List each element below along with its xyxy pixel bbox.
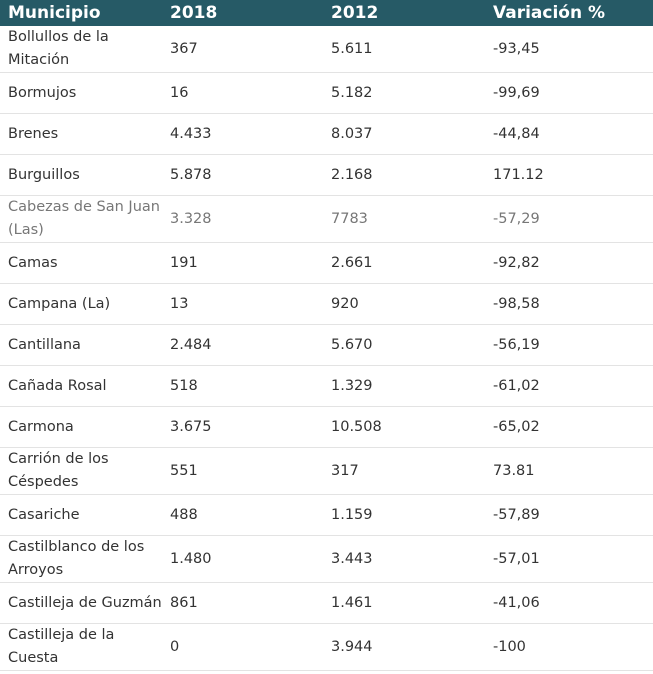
table-cell: 920 (323, 283, 485, 325)
table-cell: 1.329 (323, 365, 485, 407)
table-cell: 488 (162, 494, 323, 536)
table-cell: 2.661 (323, 242, 485, 284)
column-header: Variación % (485, 0, 653, 26)
table-cell: Carmona (0, 406, 162, 448)
table-cell: 3.443 (323, 535, 485, 583)
table-cell: Brenes (0, 113, 162, 155)
table-cell: -65,02 (485, 406, 653, 448)
table-cell: 1.461 (323, 582, 485, 624)
column-header: 2012 (323, 0, 485, 26)
table-cell: 3.675 (162, 406, 323, 448)
table-row: Cantillana 2.484 5.670 -56,19 (0, 324, 653, 366)
table-cell: -57,01 (485, 535, 653, 583)
table-cell: -57,29 (485, 195, 653, 243)
table-cell: -44,84 (485, 113, 653, 155)
table-cell: Bormujos (0, 72, 162, 114)
table-row: Carmona 3.675 10.508 -65,02 (0, 406, 653, 448)
table-cell: -56,19 (485, 324, 653, 366)
table-cell: 5.182 (323, 72, 485, 114)
table-body: Bollullos de la Mitación 367 5.611 -93,45 Bo… (0, 26, 653, 671)
table-row: Brenes 4.433 8.037 -44,84 (0, 113, 653, 155)
table-cell: 73.81 (485, 447, 653, 495)
table-cell: 7783 (323, 195, 485, 243)
table-row: Carrión de los Céspedes 551 317 73.81 (0, 447, 653, 495)
table-cell: -93,45 (485, 26, 653, 73)
table-cell: 317 (323, 447, 485, 495)
table-cell: Castilleja de Guzmán (0, 582, 162, 624)
table-cell: 171.12 (485, 154, 653, 196)
table-cell: Carrión de los Céspedes (0, 447, 162, 495)
table-cell: -61,02 (485, 365, 653, 407)
table-cell: 861 (162, 582, 323, 624)
table-cell: -100 (485, 623, 653, 671)
table-cell: 5.611 (323, 26, 485, 73)
table-cell: Casariche (0, 494, 162, 536)
table-cell: Castilleja de la Cuesta (0, 623, 162, 671)
table-row: Castilblanco de los Arroyos 1.480 3.443 -57… (0, 535, 653, 583)
table-cell: 0 (162, 623, 323, 671)
table-cell: 10.508 (323, 406, 485, 448)
table-row: Camas 191 2.661 -92,82 (0, 242, 653, 284)
table-row: Bormujos 16 5.182 -99,69 (0, 72, 653, 114)
table-row: Casariche 488 1.159 -57,89 (0, 494, 653, 536)
table-cell: Cabezas de San Juan (Las) (0, 195, 162, 243)
table-cell: 367 (162, 26, 323, 73)
header-row: Municipio 2018 2012 Variación % (0, 0, 653, 26)
table-cell: Bollullos de la Mitación (0, 26, 162, 73)
column-header: Municipio (0, 0, 162, 26)
table-cell: Campana (La) (0, 283, 162, 325)
table-cell: -41,06 (485, 582, 653, 624)
table-cell: 13 (162, 283, 323, 325)
table-cell: Cañada Rosal (0, 365, 162, 407)
table-cell: Castilblanco de los Arroyos (0, 535, 162, 583)
table-row: Cañada Rosal 518 1.329 -61,02 (0, 365, 653, 407)
table-cell: Cantillana (0, 324, 162, 366)
table-row: Cabezas de San Juan (Las) 3.328 7783 -57,29 (0, 195, 653, 243)
table-cell: Burguillos (0, 154, 162, 196)
table-cell: 2.484 (162, 324, 323, 366)
table-cell: Camas (0, 242, 162, 284)
table-cell: 1.480 (162, 535, 323, 583)
table-row: Campana (La) 13 920 -98,58 (0, 283, 653, 325)
table-cell: 16 (162, 72, 323, 114)
table-cell: 3.944 (323, 623, 485, 671)
table-row: Burguillos 5.878 2.168 171.12 (0, 154, 653, 196)
table-cell: 5.878 (162, 154, 323, 196)
table-cell: -92,82 (485, 242, 653, 284)
table-cell: 3.328 (162, 195, 323, 243)
table-cell: -99,69 (485, 72, 653, 114)
table-cell: 8.037 (323, 113, 485, 155)
table-row: Bollullos de la Mitación 367 5.611 -93,45 (0, 26, 653, 73)
table-cell: 518 (162, 365, 323, 407)
table-cell: -98,58 (485, 283, 653, 325)
table-cell: 191 (162, 242, 323, 284)
column-header: 2018 (162, 0, 323, 26)
table-cell: 5.670 (323, 324, 485, 366)
table-cell: 2.168 (323, 154, 485, 196)
table-cell: 4.433 (162, 113, 323, 155)
table-row: Castilleja de Guzmán 861 1.461 -41,06 (0, 582, 653, 624)
table-cell: 1.159 (323, 494, 485, 536)
table-cell: -57,89 (485, 494, 653, 536)
table-cell: 551 (162, 447, 323, 495)
table-row: Castilleja de la Cuesta 0 3.944 -100 (0, 623, 653, 671)
